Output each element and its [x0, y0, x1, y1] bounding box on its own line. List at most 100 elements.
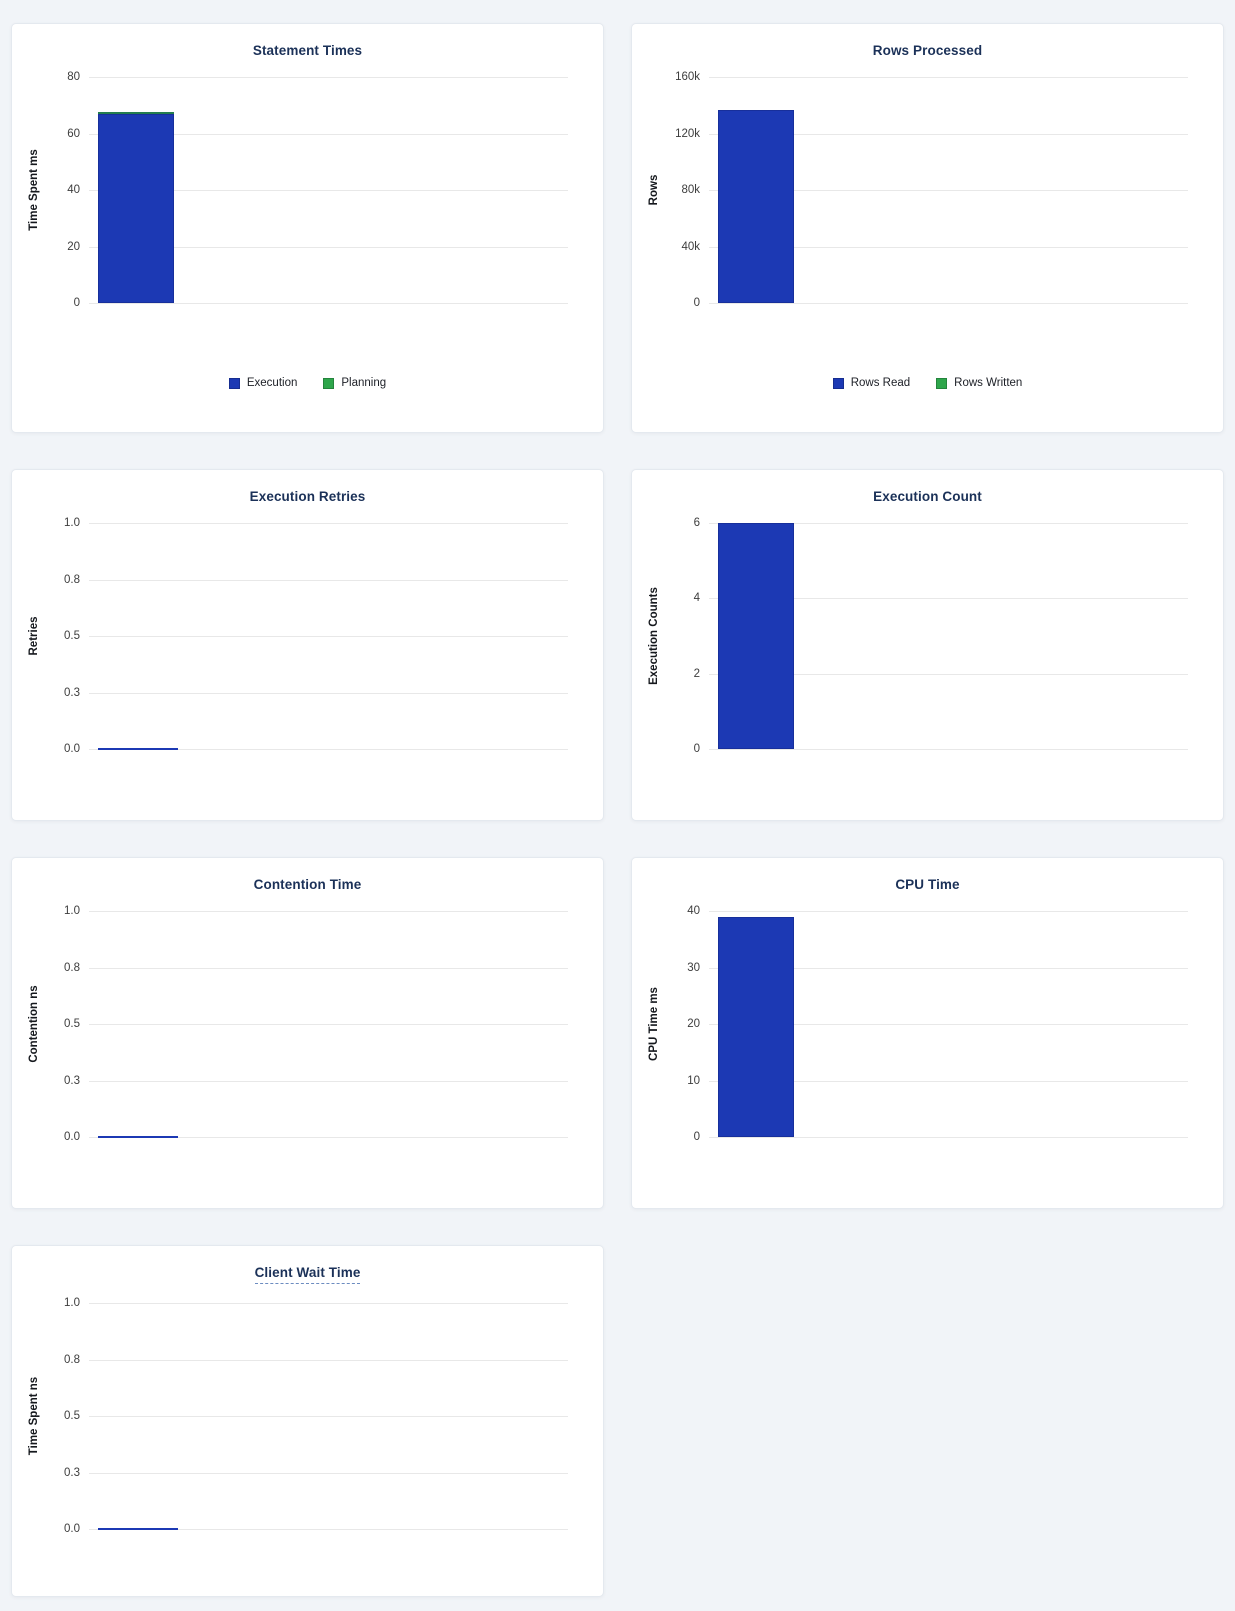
- gridline: [709, 1024, 1188, 1025]
- y-tick-label: 30: [687, 961, 700, 974]
- chart-title: Client Wait Time: [12, 1265, 603, 1284]
- plot-wrap: CPU Time ms 40 30 20 10 0: [648, 905, 1188, 1143]
- bar-segment-planning: [97, 112, 175, 114]
- y-tick-label: 1.0: [64, 1297, 80, 1309]
- y-tick-label: 0.0: [64, 1523, 80, 1535]
- y-tick-label: 0.5: [64, 1410, 80, 1422]
- bar-segment-rows-read: [717, 109, 795, 303]
- legend-swatch-icon: [936, 377, 948, 389]
- y-tick-label: 0.8: [64, 961, 80, 974]
- gridline: [89, 579, 568, 581]
- y-tick-label: 0.5: [64, 630, 80, 642]
- y-tick-label: 40: [67, 184, 80, 196]
- y-tick-label: 0: [693, 743, 700, 755]
- legend-label: Planning: [341, 377, 387, 389]
- y-tick-label: 20: [67, 240, 80, 253]
- y-tick-label: 160k: [675, 71, 700, 83]
- legend-label: Rows Written: [954, 377, 1023, 389]
- y-tick-label: 0.3: [64, 686, 80, 699]
- gridline: [89, 1472, 568, 1474]
- chart-title: Contention Time: [12, 877, 603, 892]
- plot-area: 160k 120k 80k 40k 0: [675, 71, 1188, 309]
- gridline: [709, 523, 1188, 524]
- chart-title: CPU Time: [632, 877, 1223, 892]
- gridline: [89, 1080, 568, 1082]
- chart-card-execution-count: Execution Count Execution Counts 6 4 2 0: [631, 469, 1224, 821]
- zero-value-bar-line: [97, 748, 179, 750]
- gridline: [89, 190, 568, 191]
- plot-wrap: Time Spent ms 80 60 40 20 0: [28, 71, 568, 309]
- y-tick-label: 120k: [675, 127, 700, 140]
- legend-item-rows-read: Rows Read: [832, 377, 910, 389]
- zero-value-bar-line: [97, 1136, 179, 1138]
- y-axis-label: Time Spent ms: [28, 149, 40, 231]
- y-tick-label: 10: [687, 1074, 700, 1087]
- gridline: [89, 636, 568, 637]
- plot-area: 6 4 2 0: [694, 517, 1188, 755]
- gridline: [709, 967, 1188, 969]
- y-tick-label: 1.0: [64, 517, 80, 529]
- bar-segment-execution: [97, 113, 175, 303]
- gridline: [89, 911, 568, 912]
- gridline: [89, 246, 568, 248]
- gridline: [89, 692, 568, 694]
- gridline: [709, 749, 1188, 750]
- plot-area: 1.0 0.8 0.5 0.3 0.0: [64, 1297, 568, 1535]
- plot-wrap: Rows 160k 120k 80k 40k 0: [648, 71, 1188, 309]
- legend: Rows Read Rows Written: [632, 377, 1223, 389]
- y-tick-label: 0.3: [64, 1074, 80, 1087]
- y-axis-label: Contention ns: [28, 985, 40, 1063]
- legend-item-rows-written: Rows Written: [936, 377, 1022, 389]
- y-tick-label: 80: [67, 71, 80, 83]
- gridline: [89, 1024, 568, 1025]
- chart-card-rows-processed: Rows Processed Rows 160k 120k 80k 40k 0 Rows…: [631, 23, 1224, 433]
- zero-value-bar-line: [97, 1528, 179, 1530]
- gridline: [89, 749, 568, 750]
- y-tick-label: 0.0: [64, 743, 80, 755]
- legend-swatch-icon: [832, 377, 844, 389]
- chart-card-client-wait-time: Client Wait Time Time Spent ns 1.0 0.8 0.5…: [11, 1245, 604, 1597]
- legend-item-planning: Planning: [323, 377, 386, 389]
- y-tick-label: 0: [693, 1131, 700, 1143]
- gridline: [89, 303, 568, 304]
- plot-wrap: Time Spent ns 1.0 0.8 0.5 0.3 0.0: [28, 1297, 568, 1535]
- gridline: [709, 598, 1188, 600]
- gridline: [709, 911, 1188, 912]
- y-tick-label: 0.8: [64, 1353, 80, 1366]
- gridline: [709, 673, 1188, 675]
- y-axis-label: Time Spent ns: [28, 1376, 40, 1456]
- y-axis-label: Execution Counts: [648, 587, 660, 685]
- legend-label: Execution: [246, 377, 298, 389]
- y-tick-label: 40: [687, 905, 700, 917]
- y-tick-label: 40k: [681, 240, 700, 253]
- gridline: [709, 1137, 1188, 1138]
- plot-area: 80 60 40 20 0: [67, 71, 568, 309]
- y-tick-label: 6: [693, 517, 700, 529]
- plot-area: 1.0 0.8 0.5 0.3 0.0: [64, 905, 568, 1143]
- gridline: [89, 133, 568, 135]
- plot-area: 1.0 0.8 0.5 0.3 0.0: [64, 517, 568, 755]
- y-axis-label: Retries: [28, 616, 40, 656]
- y-tick-label: 0.5: [64, 1018, 80, 1030]
- bar-segment: [717, 916, 795, 1137]
- chart-title-text: Execution Retries: [249, 489, 366, 504]
- gridline: [89, 523, 568, 524]
- y-tick-label: 0.8: [64, 573, 80, 586]
- gridline: [709, 1080, 1188, 1082]
- plot-area: 40 30 20 10 0: [687, 905, 1188, 1143]
- legend-swatch-icon: [228, 377, 240, 389]
- bar-segment: [717, 523, 795, 749]
- chart-card-execution-retries: Execution Retries Retries 1.0 0.8 0.5 0.3 0.…: [11, 469, 604, 821]
- plot-wrap: Retries 1.0 0.8 0.5 0.3 0.0: [28, 517, 568, 755]
- gridline: [89, 1137, 568, 1138]
- gridline: [709, 190, 1188, 191]
- gridline: [89, 967, 568, 969]
- gridline: [709, 77, 1188, 78]
- chart-title: Execution Retries: [12, 489, 603, 504]
- plot-wrap: Contention ns 1.0 0.8 0.5 0.3 0.0: [28, 905, 568, 1143]
- chart-title-text: Execution Count: [873, 489, 982, 504]
- gridline: [89, 1416, 568, 1417]
- plot-wrap: Execution Counts 6 4 2 0: [648, 517, 1188, 755]
- y-tick-label: 0.0: [64, 1131, 80, 1143]
